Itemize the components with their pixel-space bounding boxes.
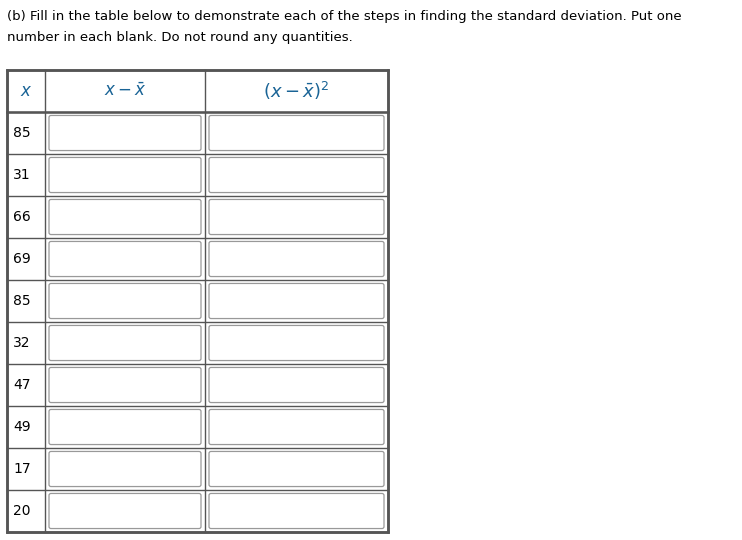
FancyBboxPatch shape bbox=[49, 326, 201, 361]
FancyBboxPatch shape bbox=[49, 241, 201, 276]
FancyBboxPatch shape bbox=[209, 116, 384, 151]
Text: 31: 31 bbox=[13, 168, 30, 182]
FancyBboxPatch shape bbox=[49, 199, 201, 234]
Text: 85: 85 bbox=[13, 126, 30, 140]
FancyBboxPatch shape bbox=[209, 284, 384, 319]
Text: 69: 69 bbox=[13, 252, 30, 266]
FancyBboxPatch shape bbox=[49, 284, 201, 319]
FancyBboxPatch shape bbox=[209, 409, 384, 444]
FancyBboxPatch shape bbox=[49, 494, 201, 529]
Text: number in each blank. Do not round any quantities.: number in each blank. Do not round any q… bbox=[7, 31, 352, 44]
FancyBboxPatch shape bbox=[209, 451, 384, 487]
FancyBboxPatch shape bbox=[209, 158, 384, 193]
Text: 32: 32 bbox=[13, 336, 30, 350]
FancyBboxPatch shape bbox=[209, 326, 384, 361]
Text: 66: 66 bbox=[13, 210, 30, 224]
FancyBboxPatch shape bbox=[49, 116, 201, 151]
Text: 47: 47 bbox=[13, 378, 30, 392]
FancyBboxPatch shape bbox=[209, 367, 384, 402]
Text: (b) Fill in the table below to demonstrate each of the steps in finding the stan: (b) Fill in the table below to demonstra… bbox=[7, 10, 682, 23]
Text: 85: 85 bbox=[13, 294, 30, 308]
Text: $(x - \bar{x})^2$: $(x - \bar{x})^2$ bbox=[263, 80, 329, 102]
FancyBboxPatch shape bbox=[209, 241, 384, 276]
FancyBboxPatch shape bbox=[49, 409, 201, 444]
Text: $x$: $x$ bbox=[20, 82, 32, 100]
Text: 17: 17 bbox=[13, 462, 30, 476]
FancyBboxPatch shape bbox=[49, 367, 201, 402]
FancyBboxPatch shape bbox=[49, 451, 201, 487]
Text: $x - \bar{x}$: $x - \bar{x}$ bbox=[104, 82, 146, 100]
Text: 20: 20 bbox=[13, 504, 30, 518]
FancyBboxPatch shape bbox=[209, 199, 384, 234]
Text: 49: 49 bbox=[13, 420, 30, 434]
FancyBboxPatch shape bbox=[49, 158, 201, 193]
Bar bbox=[7, 70, 388, 532]
FancyBboxPatch shape bbox=[209, 494, 384, 529]
